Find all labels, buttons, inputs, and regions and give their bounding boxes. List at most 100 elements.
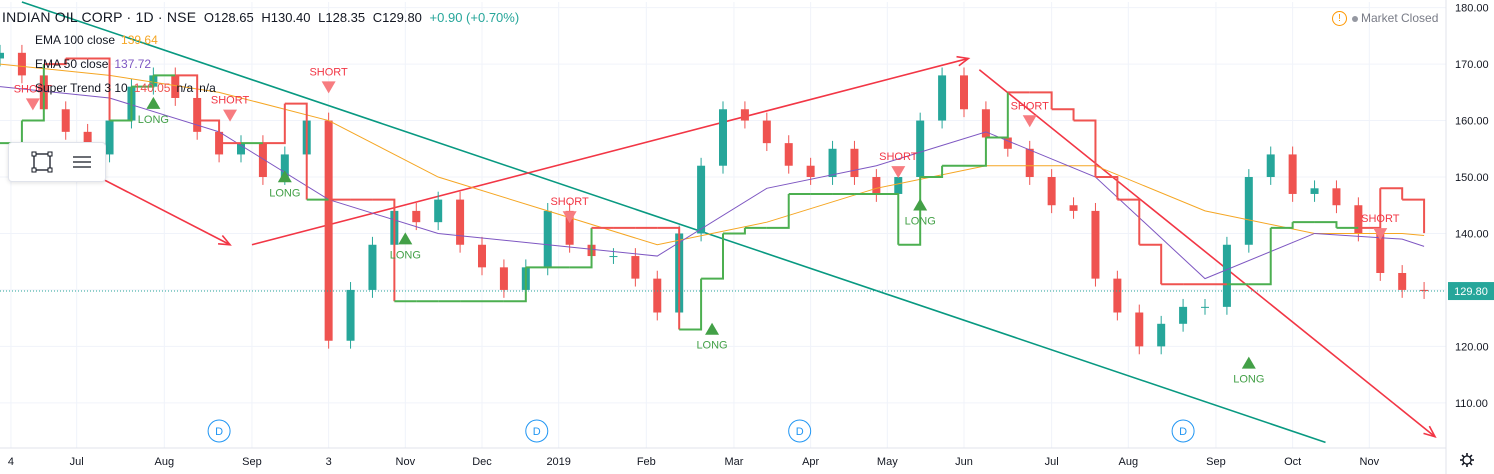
supertrend-segment (1380, 187, 1404, 200)
candle-body (631, 256, 640, 279)
last-price-label: 129.80 (1454, 286, 1488, 298)
supertrend-segment (197, 119, 221, 144)
supertrend-segment (131, 75, 155, 88)
dividend-marker-label: D (796, 426, 804, 438)
candle-body (61, 109, 70, 132)
legend-ema100[interactable]: EMA 100 close 139.64 (35, 33, 158, 47)
supertrend-segment (503, 267, 527, 303)
candle-body (17, 52, 26, 76)
x-tick-label: Apr (802, 456, 819, 468)
short-signal-label: SHORT (211, 95, 250, 107)
legend-supertrend[interactable]: Super Trend 3 10 140.05 n/a n/a (35, 81, 216, 95)
short-signal-arrow (321, 81, 336, 94)
y-tick-label: 110.00 (1455, 398, 1488, 410)
warning-icon[interactable]: ! (1332, 11, 1347, 27)
gear-icon-tooth (1461, 454, 1465, 458)
candle-body (368, 244, 377, 290)
candle-body (1244, 177, 1253, 245)
market-status-text: Market Closed (1361, 11, 1439, 25)
x-tick-label: Oct (1284, 456, 1301, 468)
rectangle-tool-icon[interactable] (29, 149, 55, 175)
supertrend-segment (1402, 198, 1426, 234)
signal-annotations: SHORT LONG SHORT LONG SHORT LONG SHORT LONG SHOR… (14, 66, 1400, 443)
arrow-line-head (956, 55, 971, 67)
long-signal-label: LONG (269, 187, 300, 199)
y-tick-label: 140.00 (1455, 228, 1489, 240)
open-value: O128.65 (203, 10, 254, 25)
candle-body (938, 75, 947, 121)
legend-label: Super Trend 3 10 (35, 81, 128, 95)
symbol-header: INDIAN OIL CORP · 1D · NSE O128.65 H130.… (2, 9, 519, 25)
legend-ema50[interactable]: EMA 50 close 137.72 (35, 57, 151, 71)
trendline-down (21, 1, 1326, 444)
trendlines (21, 1, 1437, 444)
candle-body (1047, 177, 1056, 206)
gear-icon[interactable] (1460, 453, 1474, 467)
supertrend-segment (723, 227, 746, 235)
x-tick-label: Feb (637, 456, 656, 468)
x-tick-label: 3 (326, 456, 332, 468)
candle-body (850, 148, 859, 178)
candle-body (1091, 210, 1100, 279)
y-tick-label: 120.00 (1455, 341, 1489, 353)
candle-body (412, 210, 421, 223)
candle-body (171, 75, 180, 98)
supertrend-segment (1314, 221, 1338, 228)
supertrend-segment (1139, 243, 1163, 285)
gear-icon-tooth (1469, 454, 1473, 458)
x-tick-label: 2019 (546, 456, 570, 468)
x-tick-label: Nov (396, 456, 416, 468)
short-signal-arrow (223, 109, 238, 122)
x-tick-label: Jun (955, 456, 973, 468)
short-signal-label: SHORT (879, 151, 918, 163)
supertrend-segment (1073, 119, 1097, 178)
ema50-line (0, 86, 1425, 280)
supertrend-segment (657, 226, 681, 330)
supertrend-segment (920, 165, 944, 179)
short-signal-arrow (891, 166, 906, 179)
supertrend-segment (766, 193, 790, 229)
last-price-badge (1448, 282, 1494, 301)
x-tick-label: Dec (472, 456, 492, 468)
candle-body (1332, 188, 1341, 206)
candle-body (1266, 154, 1275, 178)
candle-body (1310, 188, 1319, 194)
candle-body (105, 120, 114, 155)
long-signal-label: LONG (138, 114, 169, 126)
change-value: +0.90 (+0.70%) (429, 10, 520, 25)
x-tick-label: Sep (1206, 456, 1226, 468)
hamburger-menu-icon[interactable] (69, 149, 95, 175)
y-tick-label: 180.00 (1455, 3, 1489, 15)
long-signal-arrow (277, 170, 292, 183)
long-signal-label: LONG (905, 216, 936, 228)
candle-body (1420, 289, 1429, 292)
candle-body (1025, 148, 1034, 178)
short-signal-label: SHORT (14, 83, 53, 95)
dividend-marker (788, 419, 812, 443)
y-tick-label: 160.00 (1455, 116, 1489, 128)
candle-body (806, 165, 815, 178)
candle-body (697, 165, 706, 234)
drawing-toolbar (8, 142, 106, 182)
candle-body (543, 210, 552, 268)
gear-icon-ring (1462, 455, 1472, 465)
supertrend-segment (1029, 91, 1053, 110)
legend-extra: n/a (176, 81, 194, 95)
legend-label: EMA 50 close (35, 57, 109, 71)
supertrend-segment (43, 58, 67, 66)
y-tick-label: 150.00 (1455, 172, 1489, 184)
supertrend-segment (1270, 222, 1294, 229)
gear-icon-tooth (1469, 462, 1473, 466)
candle-body (456, 199, 465, 245)
candle-body (0, 52, 4, 59)
supertrend-segment (262, 103, 286, 145)
legend-value: 140.05 (133, 81, 171, 95)
candle-body (916, 120, 925, 178)
long-signal-label: LONG (696, 340, 727, 352)
symbol-title: INDIAN OIL CORP · 1D · NSE (2, 9, 197, 25)
short-signal-arrow (1022, 115, 1037, 128)
candle-body (434, 199, 443, 223)
status-dot (1352, 15, 1358, 22)
x-tick-label: Jul (70, 456, 84, 468)
